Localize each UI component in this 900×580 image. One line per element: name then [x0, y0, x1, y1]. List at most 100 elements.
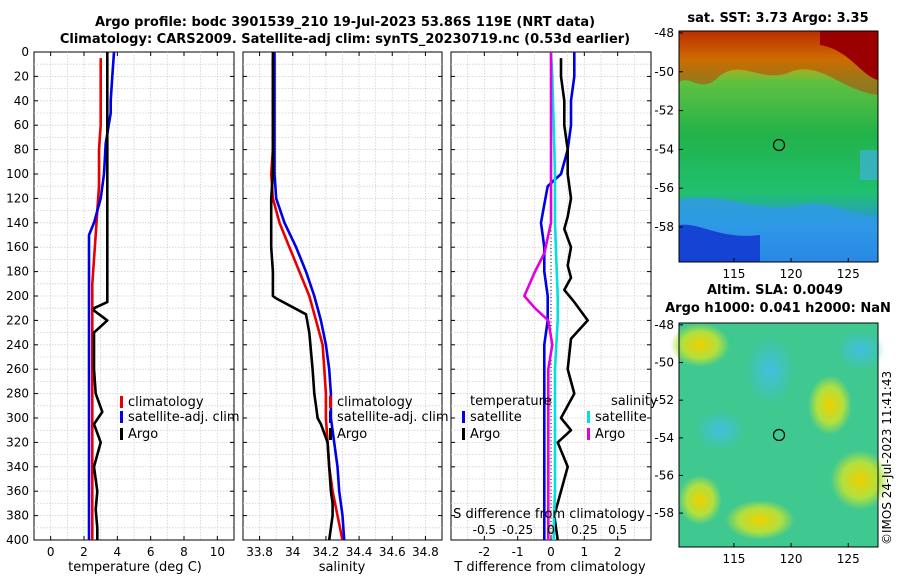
- series-line-climatology: [269, 58, 344, 540]
- map-lat-label: -48: [654, 26, 674, 40]
- depth-tick-label: 240: [6, 338, 29, 352]
- legend-argo: Argo: [337, 427, 367, 442]
- depth-tick-label: 160: [6, 240, 29, 254]
- x-tick-label: 0: [547, 545, 555, 559]
- legend-title-temperature: temperature: [470, 394, 552, 409]
- x-tick-label: 1: [581, 545, 589, 559]
- legend-marker-t-argo: [462, 428, 465, 440]
- depth-tick-label: 320: [6, 435, 29, 449]
- figure-title-line2: Climatology: CARS2009. Satellite-adj cli…: [60, 32, 630, 47]
- map-lat-label: -56: [654, 181, 674, 195]
- s-difference-ticks: -0.5 -0.25 0 0.25 0.5: [473, 523, 628, 537]
- sst-map-title: sat. SST: 3.73 Argo: 3.35: [687, 11, 868, 26]
- series-line-climatology: [91, 58, 102, 540]
- s-difference-label: S difference from climatology: [453, 507, 645, 522]
- depth-tick-label: 300: [6, 411, 29, 425]
- depth-tick-label: 200: [6, 289, 29, 303]
- depth-tick-label: 280: [6, 387, 29, 401]
- x-tick-label: 34.8: [412, 545, 439, 559]
- depth-tick-label: 360: [6, 484, 29, 498]
- sla-map-axes: -48 -50 -52 -54 -56 -58 115 120 125: [654, 318, 859, 566]
- x-tick-label: 34.6: [379, 545, 406, 559]
- map-lat-label: -56: [654, 468, 674, 482]
- legend-t-argo: Argo: [470, 427, 500, 442]
- temperature-xlabel: temperature (deg C): [68, 560, 202, 575]
- salinity-legend: climatology satellite-adj. clim Argo: [329, 395, 449, 442]
- depth-tick-label: 140: [6, 216, 29, 230]
- series-line-salinity-satellite: [549, 52, 560, 540]
- depth-tick-label: 340: [6, 460, 29, 474]
- series-line-satellite-adj-clim: [87, 52, 116, 540]
- legend-marker-satellite: [329, 411, 332, 423]
- s-tick-label: 0.5: [608, 523, 627, 537]
- map-lon-label: 115: [722, 552, 745, 566]
- legend-s-satellite: satellite: [595, 410, 647, 425]
- legend-marker-s-satellite: [587, 411, 590, 423]
- map-lon-label: 125: [837, 552, 860, 566]
- x-tick-label: -1: [512, 545, 524, 559]
- map-lat-label: -50: [654, 65, 674, 79]
- map-lat-label: -58: [654, 506, 674, 520]
- x-tick-label: 2: [614, 545, 622, 559]
- temperature-legend: climatology satellite-adj. clim Argo: [120, 395, 240, 442]
- series-line-temperature-satellite: [539, 52, 576, 540]
- legend-t-satellite: satellite: [470, 410, 522, 425]
- legend-marker-argo: [120, 428, 123, 440]
- sla-map: [670, 322, 890, 548]
- copyright-text: ©IMOS 24-Jul-2023 11:41:43: [880, 371, 894, 545]
- map-lon-label: 120: [780, 267, 803, 281]
- legend-marker-s-argo: [587, 428, 590, 440]
- x-tick-label: 0: [47, 545, 55, 559]
- sla-map-title1: Altim. SLA: 0.0049: [707, 283, 843, 298]
- legend-climatology: climatology: [337, 395, 413, 410]
- legend-s-argo: Argo: [595, 427, 625, 442]
- legend-marker-satellite: [120, 411, 123, 423]
- x-tick-label: 34.2: [313, 545, 340, 559]
- map-lat-label: -52: [654, 104, 674, 118]
- sst-map: [678, 30, 879, 263]
- legend-marker-t-satellite: [462, 411, 465, 423]
- series-line-satellite-adj-clim: [273, 52, 346, 540]
- depth-tick-label: 180: [6, 265, 29, 279]
- s-tick-label: -0.5: [473, 523, 496, 537]
- map-lat-label: -58: [654, 220, 674, 234]
- legend-title-salinity: salinity: [611, 394, 658, 409]
- s-tick-label: 0: [547, 523, 555, 537]
- depth-axis: 0 20 40 60 80 100 120 140 160 180 200 220 240 260 280 3…: [6, 45, 29, 547]
- sst-map-axes: -48 -50 -52 -54 -56 -58 115 120 125: [654, 26, 859, 281]
- s-tick-label: 0.25: [571, 523, 598, 537]
- x-axis-ticks: 0 2 4 6 8 10 33.8 34 34.2 34.4 34.6 34.8 -2 -1 0 1 2: [47, 545, 622, 559]
- depth-tick-label: 80: [14, 143, 29, 157]
- x-tick-label: -2: [478, 545, 490, 559]
- map-lat-label: -52: [654, 393, 674, 407]
- series-line-salinity-argo: [522, 52, 554, 540]
- map-lat-label: -54: [654, 142, 674, 156]
- x-tick-label: 8: [180, 545, 188, 559]
- map-lat-label: -54: [654, 431, 674, 445]
- legend-satellite: satellite-adj. clim: [337, 410, 449, 425]
- difference-legend: temperature salinity satellite Argo sate…: [462, 394, 658, 442]
- map-lon-label: 120: [780, 552, 803, 566]
- x-tick-label: 34.4: [346, 545, 373, 559]
- map-lat-label: -48: [654, 318, 674, 332]
- map-lat-label: -50: [654, 356, 674, 370]
- argo-location-marker: [772, 428, 786, 442]
- legend-marker-climatology: [120, 396, 123, 408]
- x-tick-label: 34: [285, 545, 300, 559]
- series-line-argo: [92, 52, 109, 540]
- s-tick-label: -0.25: [502, 523, 533, 537]
- x-tick-label: 10: [210, 545, 225, 559]
- figure-title-line1: Argo profile: bodc 3901539_210 19-Jul-20…: [95, 15, 595, 30]
- sla-map-title2: Argo h1000: 0.041 h2000: NaN: [665, 301, 891, 316]
- depth-tick-label: 0: [21, 45, 29, 59]
- legend-satellite: satellite-adj. clim: [128, 410, 240, 425]
- depth-tick-label: 380: [6, 509, 29, 523]
- depth-tick-label: 20: [14, 69, 29, 83]
- depth-tick-label: 260: [6, 362, 29, 376]
- map-lon-label: 125: [837, 267, 860, 281]
- x-tick-label: 6: [147, 545, 155, 559]
- difference-xlabel: T difference from climatology: [453, 560, 646, 575]
- map-lon-label: 115: [722, 267, 745, 281]
- series-line-temperature-argo: [552, 58, 590, 540]
- depth-tick-label: 120: [6, 191, 29, 205]
